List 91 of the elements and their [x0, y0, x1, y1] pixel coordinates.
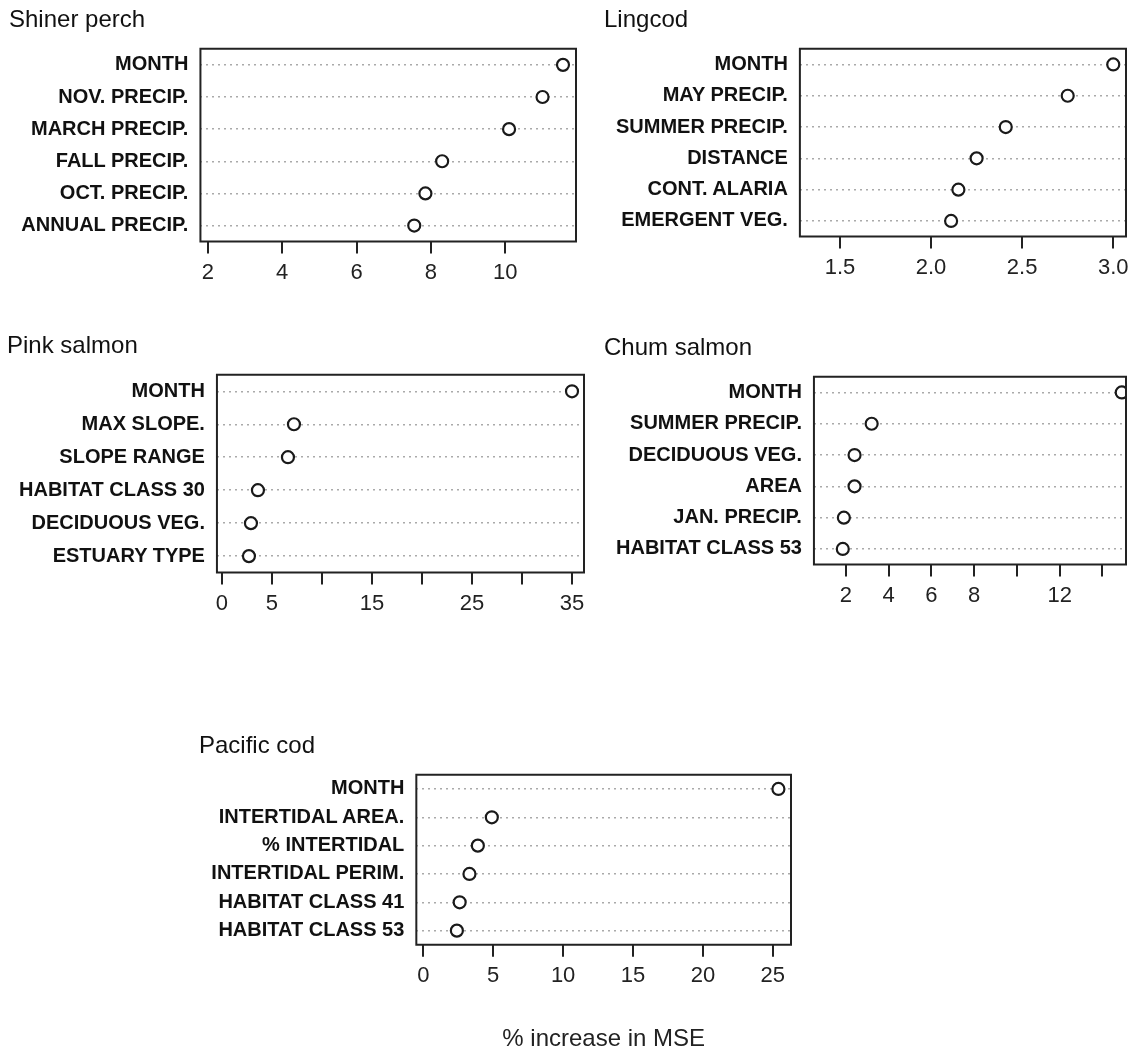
- point: [998, 119, 1013, 135]
- y-tick-label: HABITAT CLASS 53: [218, 918, 405, 941]
- x-tick-label: 4: [882, 581, 895, 607]
- x-tick-label: 5: [265, 589, 279, 615]
- point: [501, 122, 517, 137]
- y-tick-label: MONTH: [115, 52, 189, 75]
- y-tick-label: HABITAT CLASS 53: [616, 536, 802, 559]
- x-tick-label: 25: [459, 589, 485, 615]
- x-tick-label: 4: [276, 258, 289, 284]
- point: [1106, 57, 1121, 72]
- y-tick-label: SUMMER PRECIP.: [630, 411, 802, 434]
- y-tick-label: DISTANCE: [687, 145, 788, 168]
- y-tick-label: % INTERTIDAL: [262, 833, 405, 856]
- point: [280, 450, 296, 465]
- chart-title: Lingcod: [604, 5, 689, 33]
- point: [969, 151, 984, 166]
- y-tick-label: DECIDUOUS VEG.: [628, 442, 802, 465]
- x-tick-label: 6: [350, 258, 363, 284]
- y-tick-label: MONTH: [714, 51, 788, 74]
- point: [241, 549, 257, 564]
- point: [435, 154, 450, 169]
- y-tick-label: JAN. PRECIP.: [673, 505, 802, 528]
- x-tick-label: 8: [968, 581, 981, 607]
- chart-title: Pink salmon: [7, 331, 138, 359]
- point: [250, 483, 266, 498]
- x-tick-label: 12: [1047, 581, 1072, 607]
- point: [535, 89, 550, 105]
- y-tick-label: HABITAT CLASS 41: [218, 889, 405, 912]
- x-tick-label: 15: [620, 962, 646, 988]
- y-tick-label: FALL PRECIP.: [55, 148, 189, 171]
- y-tick-label: ANNUAL PRECIP.: [21, 213, 189, 236]
- y-tick-label: INTERTIDAL AREA.: [218, 804, 405, 827]
- y-tick-label: MONTH: [728, 379, 802, 402]
- y-tick-label: SLOPE RANGE: [59, 444, 205, 467]
- point: [449, 923, 464, 938]
- point: [771, 781, 786, 797]
- x-tick-label: 0: [215, 589, 229, 615]
- y-tick-label: SUMMER PRECIP.: [615, 114, 788, 137]
- point: [847, 479, 862, 494]
- x-axis-title: % increase in MSE: [502, 1024, 706, 1052]
- point: [1114, 385, 1126, 400]
- chart-title: Shiner perch: [9, 5, 146, 33]
- x-tick-label: 8: [424, 258, 438, 284]
- point: [418, 186, 433, 201]
- point: [864, 416, 879, 431]
- y-tick-label: DECIDUOUS VEG.: [31, 510, 205, 533]
- x-tick-label: 10: [493, 258, 518, 284]
- point: [555, 57, 571, 72]
- chart-title: Chum salmon: [604, 333, 753, 361]
- y-tick-label: AREA: [745, 473, 802, 496]
- point: [944, 213, 959, 229]
- x-tick-label: 35: [559, 589, 585, 615]
- point: [462, 866, 477, 882]
- point: [286, 417, 302, 432]
- y-tick-label: INTERTIDAL PERIM.: [211, 861, 405, 884]
- point: [836, 510, 851, 525]
- y-tick-label: MAX SLOPE.: [81, 411, 205, 434]
- y-tick-label: MAY PRECIP.: [662, 83, 788, 106]
- x-tick-label: 20: [690, 962, 716, 988]
- y-tick-label: MONTH: [331, 776, 405, 799]
- y-tick-label: CONT. ALARIA: [647, 177, 788, 200]
- x-tick-label: 2.5: [1006, 253, 1038, 279]
- point: [847, 447, 862, 463]
- chart-title: Pacific cod: [199, 731, 316, 759]
- y-tick-label: MONTH: [131, 378, 205, 401]
- y-tick-label: OCT. PRECIP.: [59, 180, 189, 203]
- y-tick-label: MARCH PRECIP.: [30, 116, 189, 139]
- y-tick-label: EMERGENT VEG.: [621, 208, 788, 231]
- x-tick-label: 5: [487, 962, 500, 988]
- y-tick-label: HABITAT CLASS 30: [19, 477, 205, 500]
- x-tick-label: 3.0: [1097, 253, 1129, 279]
- x-tick-label: 2: [201, 258, 214, 284]
- point: [243, 516, 259, 531]
- point: [470, 838, 485, 853]
- x-tick-label: 15: [359, 589, 385, 615]
- x-tick-label: 2: [839, 581, 853, 607]
- x-tick-label: 0: [417, 962, 430, 988]
- point: [484, 810, 499, 825]
- point: [951, 182, 966, 197]
- point: [452, 895, 467, 910]
- point: [407, 218, 422, 233]
- point: [1060, 88, 1075, 103]
- y-tick-label: NOV. PRECIP.: [58, 84, 189, 107]
- x-tick-label: 10: [550, 962, 576, 988]
- x-tick-label: 6: [925, 581, 938, 607]
- x-tick-label: 25: [760, 962, 786, 988]
- point: [835, 541, 850, 557]
- x-tick-label: 1.5: [824, 253, 856, 279]
- point: [564, 384, 580, 399]
- x-tick-label: 2.0: [915, 253, 947, 279]
- y-tick-label: ESTUARY TYPE: [52, 543, 205, 566]
